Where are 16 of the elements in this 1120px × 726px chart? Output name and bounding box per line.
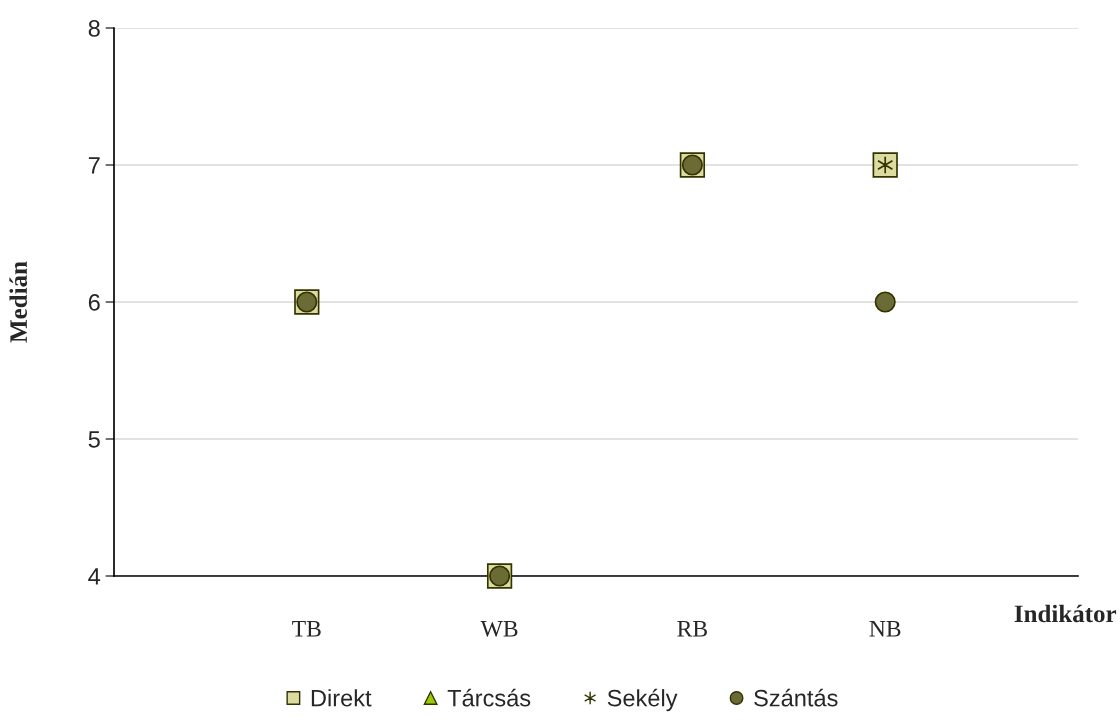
- x-tick-label: WB: [480, 621, 518, 637]
- legend-label: Sekély: [607, 688, 678, 712]
- x-tick-label: NB: [869, 621, 901, 637]
- point: [874, 291, 896, 313]
- y-tick-label: 4: [88, 568, 101, 585]
- y-tick-label: 7: [88, 157, 100, 174]
- y-tick-label: 6: [88, 294, 100, 311]
- y-axis-title: Medián: [9, 261, 28, 343]
- y-tick-label: 8: [88, 20, 100, 37]
- legend-label: Direkt: [311, 689, 372, 707]
- legend-label: Szántás: [754, 688, 838, 707]
- x-tick-label: RB: [677, 621, 707, 637]
- y-tick-label: 5: [88, 431, 100, 448]
- x-axis-title: Indikátor: [1014, 604, 1117, 623]
- legend-label: Tárcsás: [447, 688, 531, 707]
- x-tick-label: TB: [292, 621, 321, 637]
